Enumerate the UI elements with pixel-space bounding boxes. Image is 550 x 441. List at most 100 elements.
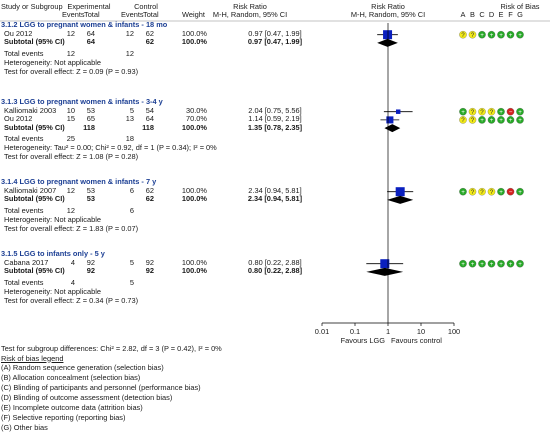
rob-dot-g (516, 107, 524, 116)
rob-mark: + (461, 189, 465, 196)
exp-total: 53 (86, 186, 95, 196)
rob-dot-g (516, 187, 524, 196)
ctl-events: 13 (125, 114, 134, 124)
rob-dot-d (487, 30, 496, 39)
overall-effect-text: Test for overall effect: Z = 0.09 (P = 0… (4, 67, 139, 76)
subtotal-ctl-total: 92 (145, 266, 154, 276)
rob-dot-a (459, 116, 467, 124)
ctl-total: 92 (145, 258, 154, 268)
rob-mark: + (518, 32, 522, 39)
favours-left-label: Favours LGG (340, 336, 385, 345)
header-weight: Weight (182, 10, 205, 19)
rob-dot-c (478, 259, 486, 268)
exp-events: 15 (66, 114, 75, 124)
rob-mark: − (509, 189, 513, 196)
heterogeneity-text: Heterogeneity: Not applicable (4, 214, 101, 224)
weight-value: 70.0% (186, 114, 207, 124)
ctl-events: 5 (129, 106, 134, 116)
rob-unclear-mark: ? (471, 189, 475, 196)
rob-mark: + (471, 261, 475, 268)
risk-ratio-ci: 1.14 [0.59, 2.19] (248, 114, 302, 124)
rob-dot-g (516, 116, 524, 124)
subtotal-exp-total: 118 (83, 122, 95, 132)
rob-mark: + (499, 189, 503, 196)
rob-dot-b (468, 107, 477, 116)
effect-square (395, 109, 401, 114)
ctl-events: 12 (125, 29, 134, 39)
subtotal-ci: 2.34 [0.94, 5.81] (247, 194, 303, 204)
rob-unclear-mark: ? (471, 117, 475, 124)
rob-dot-a (459, 187, 467, 196)
rob-mark: + (490, 32, 494, 39)
rob-letter-c: C (479, 10, 485, 19)
weight-value: 100.0% (181, 258, 207, 268)
subtotal-label: Subtotal (95% CI) (4, 37, 65, 47)
study-name: Cabana 2017 (4, 258, 49, 268)
rob-mark: + (509, 32, 513, 39)
rob-dot-b (468, 116, 477, 124)
rob-unclear-mark: ? (490, 109, 494, 116)
rob-letter-a: A (460, 10, 466, 19)
rob-dot-e (497, 30, 505, 39)
subtotal-diamond (377, 38, 398, 47)
rob-dot-b (468, 30, 477, 39)
total-events-label: Total events (4, 205, 44, 215)
study-name: Ou 2012 (4, 114, 33, 124)
header-ctl-total: Total (143, 10, 159, 19)
rob-mark: + (480, 32, 484, 39)
effect-square (380, 259, 390, 269)
effect-square (386, 116, 394, 124)
subtotal-ctl-total: 62 (145, 37, 154, 47)
rob-unclear-mark: ? (461, 117, 465, 124)
subgroup-title: 3.1.2 LGG to pregnant women & infants - … (1, 20, 168, 29)
header-risk-ratio-plot: Risk Ratio (371, 2, 405, 11)
ctl-total: 54 (145, 106, 154, 116)
subtotal-weight: 100.0% (181, 37, 207, 47)
rob-dot-g (516, 259, 524, 268)
subtotal-exp-total: 53 (86, 194, 95, 204)
rob-letter-b: B (470, 10, 475, 19)
rob-dot-e (497, 116, 505, 124)
ctl-total: 62 (145, 29, 154, 39)
study-name: Kalliomaki 2003 (4, 106, 57, 116)
rob-legend-item: (B) Allocation concealment (selection bi… (1, 373, 141, 383)
subtotal-weight: 100.0% (181, 122, 207, 132)
rob-unclear-mark: ? (480, 189, 484, 196)
rob-mark: − (509, 109, 513, 116)
x-tick-label: 1 (385, 327, 391, 336)
subgroup-title: 3.1.3 LGG to pregnant women & infants - … (1, 97, 163, 106)
total-events-label: Total events (4, 133, 44, 143)
total-events-ctl: 12 (125, 48, 134, 58)
rob-mark: + (518, 109, 522, 116)
heterogeneity-text: Heterogeneity: Not applicable (4, 57, 101, 67)
subtotal-exp-total: 64 (86, 37, 95, 47)
total-events-exp: 12 (66, 205, 75, 215)
subgroup-title: 3.1.5 LGG to infants only - 5 y (1, 249, 105, 258)
weight-value: 100.0% (181, 186, 207, 196)
total-events-ctl: 6 (129, 205, 134, 215)
rob-mark: + (499, 109, 503, 116)
rob-legend-item: (F) Selective reporting (reporting bias) (1, 412, 126, 422)
rob-mark: + (490, 261, 494, 268)
rob-mark: + (518, 189, 522, 196)
rob-dot-f (506, 116, 515, 124)
total-events-exp: 4 (70, 277, 75, 287)
rob-dot-b (468, 187, 477, 196)
subtotal-ctl-total: 62 (145, 194, 154, 204)
rob-mark: + (499, 117, 503, 124)
rob-dot-a (459, 107, 467, 116)
rob-dot-e (497, 107, 505, 116)
header-risk-of-bias: Risk of Bias (500, 2, 540, 11)
ctl-events: 6 (129, 186, 134, 196)
rob-mark: + (461, 261, 465, 268)
weight-value: 30.0% (186, 106, 207, 116)
rob-letter-f: F (508, 10, 513, 19)
rob-mark: + (518, 261, 522, 268)
rob-dot-b (468, 259, 477, 268)
subgroup-title: 3.1.4 LGG to pregnant women & infants - … (1, 177, 157, 186)
rob-dot-f (506, 259, 515, 268)
rob-mark: + (509, 117, 513, 124)
risk-ratio-ci: 2.04 [0.75, 5.56] (248, 106, 302, 116)
study-name: Kalliomaki 2007 (4, 186, 57, 196)
